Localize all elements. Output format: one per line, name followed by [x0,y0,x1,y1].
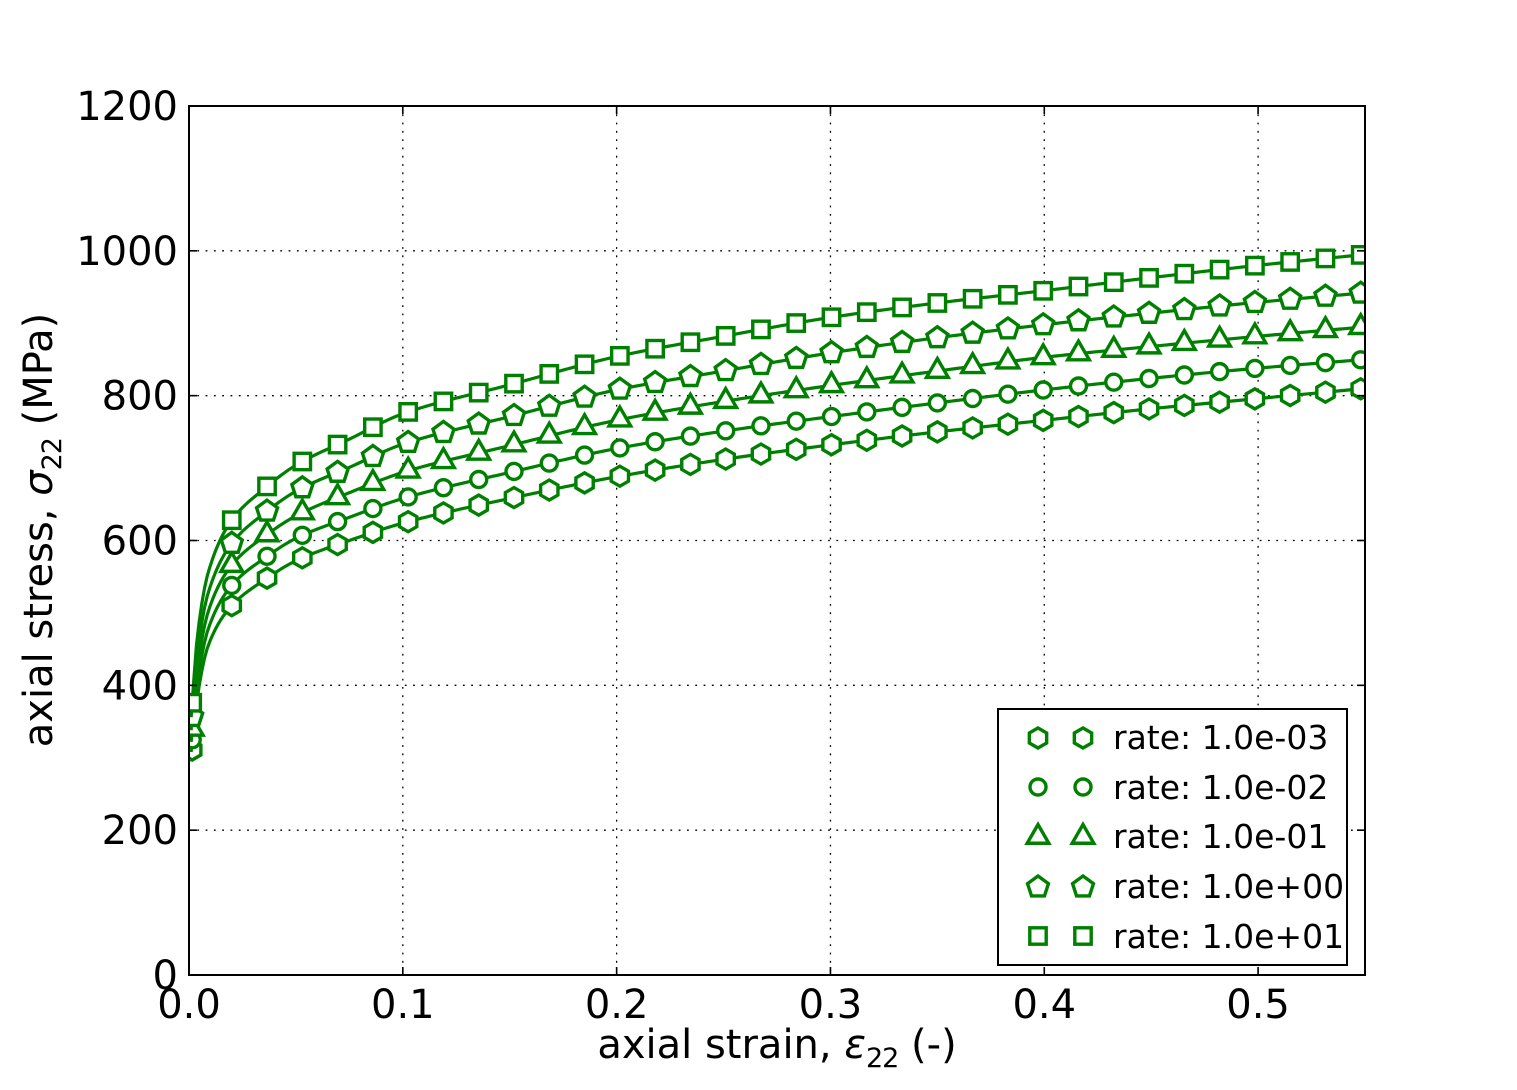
x-axis-label: axial strain, ε22 (-) [597,1022,956,1074]
x-tick-label: 0.5 [1226,982,1290,1028]
series-line-2 [189,325,1365,742]
x-tick-label: 0.3 [799,982,863,1028]
y-tick-label: 600 [102,519,178,565]
series-line-0 [189,386,1365,762]
legend-box: rate: 1.0e-03 rate: 1.0e-02 rate: 1.0e-01 r… [997,708,1348,966]
y-axis-unit: (MPa) [16,312,62,439]
y-axis-label-text: axial stress, [16,495,62,748]
y-tick-label: 1200 [76,84,178,130]
series-markers-2 [189,311,1365,737]
x-axis-subscript: 22 [865,1043,899,1074]
y-axis-label: axial stress, σ22 (MPa) [16,313,68,747]
triangle-marker-icon [1024,821,1097,845]
x-tick-label: 0.0 [157,982,221,1028]
legend-label: rate: 1.0e-02 [1113,767,1329,807]
epsilon-symbol: ε [844,1022,866,1068]
legend-label: rate: 1.0e-01 [1113,817,1329,857]
series-markers-1 [189,350,1365,750]
series-circle [189,350,1365,753]
x-axis-unit: (-) [898,1022,957,1068]
series-square [189,244,1365,718]
series-line-4 [189,252,1365,718]
series-markers-3 [189,280,1365,728]
series-hexagon [189,376,1365,762]
series-line-3 [189,291,1365,731]
legend-label: rate: 1.0e-03 [1113,718,1329,758]
y-tick-label: 800 [102,374,178,420]
y-axis-subscript: 22 [37,438,68,471]
series-pentagon [189,280,1365,731]
legend-item: rate: 1.0e-02 [1013,765,1346,809]
y-tick-label: 200 [102,808,178,854]
y-tick-label: 0 [153,953,178,999]
legend-label: rate: 1.0e+00 [1113,867,1345,907]
series-markers-4 [189,244,1365,713]
x-tick-label: 0.2 [585,982,649,1028]
legend-item: rate: 1.0e-01 [1013,815,1346,859]
x-tick-label: 0.1 [371,982,435,1028]
sigma-symbol: σ [16,470,62,496]
x-tick-label: 0.4 [1012,982,1076,1028]
tick-marks [188,105,1365,976]
series-markers-0 [189,376,1365,762]
legend-label: rate: 1.0e+01 [1113,916,1345,956]
legend-item: rate: 1.0e+01 [1013,914,1346,958]
x-tick-labels: 0.0 0.1 0.2 0.3 0.4 0.5 [157,982,1290,1028]
y-tick-label: 400 [102,663,178,709]
y-tick-label: 1000 [76,229,178,275]
legend-item: rate: 1.0e+00 [1013,865,1346,909]
circle-marker-icon [1028,777,1093,798]
legend-item: rate: 1.0e-03 [1013,716,1346,760]
series-line-1 [189,357,1365,753]
pentagon-marker-icon [1025,873,1096,898]
series-triangle [189,311,1365,742]
y-tick-labels: 0 200 400 600 800 1000 1200 [76,84,178,999]
square-marker-icon [1028,926,1093,947]
x-axis-label-text: axial strain, [597,1022,845,1068]
hexagon-marker-icon [1027,725,1094,750]
